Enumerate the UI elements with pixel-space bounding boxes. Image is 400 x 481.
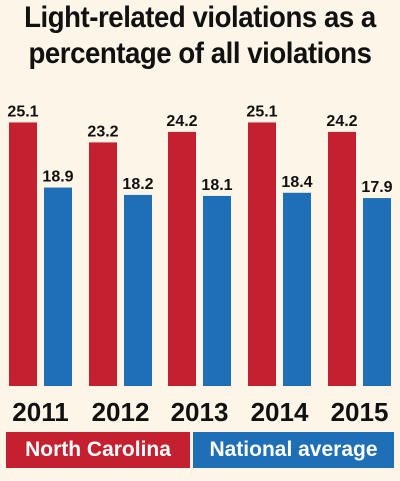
chart-title-line-1: Light-related violations as a — [24, 1, 376, 34]
bar-north-carolina-2015 — [328, 131, 356, 386]
data-label-north-carolina-2014: 25.1 — [246, 103, 277, 120]
bar-north-carolina-2014 — [248, 122, 276, 386]
bar-national-2014 — [283, 192, 311, 386]
data-label-national-2015: 17.9 — [361, 179, 392, 196]
data-label-north-carolina-2011: 25.1 — [7, 103, 38, 120]
x-tick-label-2012: 2012 — [92, 397, 150, 427]
data-label-national-2014: 18.4 — [281, 174, 312, 191]
x-tick-label-2011: 2011 — [12, 397, 68, 427]
x-tick-label-2014: 2014 — [251, 397, 309, 427]
data-label-national-2012: 18.2 — [122, 176, 153, 193]
legend-national-average: National average — [193, 432, 394, 468]
data-label-national-2013: 18.1 — [201, 177, 232, 194]
legend-north-carolina: North Carolina — [6, 432, 190, 468]
data-label-north-carolina-2015: 24.2 — [326, 113, 357, 130]
bar-north-carolina-2011 — [9, 122, 37, 386]
x-tick-label-2015: 2015 — [331, 397, 389, 427]
bar-national-2011 — [44, 187, 72, 386]
bar-national-2013 — [203, 195, 231, 386]
bar-national-2015 — [363, 198, 391, 386]
x-tick-label-2013: 2013 — [171, 397, 229, 427]
data-label-north-carolina-2012: 23.2 — [87, 123, 118, 140]
bar-north-carolina-2013 — [168, 131, 196, 386]
bar-chart: 25.1 18.9 2011 23.2 18.2 2012 24.2 18.1 2013 25.1… — [7, 103, 392, 427]
bar-national-2012 — [124, 194, 152, 386]
chart-title: Light-related violations as a percentage… — [16, 0, 384, 72]
bar-north-carolina-2012 — [89, 142, 117, 386]
data-label-national-2011: 18.9 — [42, 169, 73, 186]
chart-title-line-2: percentage of all violations — [28, 37, 372, 70]
data-label-north-carolina-2013: 24.2 — [166, 113, 197, 130]
